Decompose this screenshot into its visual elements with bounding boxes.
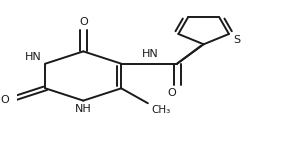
Text: NH: NH — [75, 104, 92, 114]
Text: O: O — [167, 88, 176, 98]
Text: HN: HN — [25, 52, 41, 62]
Text: O: O — [79, 17, 88, 27]
Text: S: S — [233, 35, 240, 45]
Text: CH₃: CH₃ — [152, 105, 171, 115]
Text: HN: HN — [142, 49, 159, 59]
Text: O: O — [0, 95, 9, 105]
